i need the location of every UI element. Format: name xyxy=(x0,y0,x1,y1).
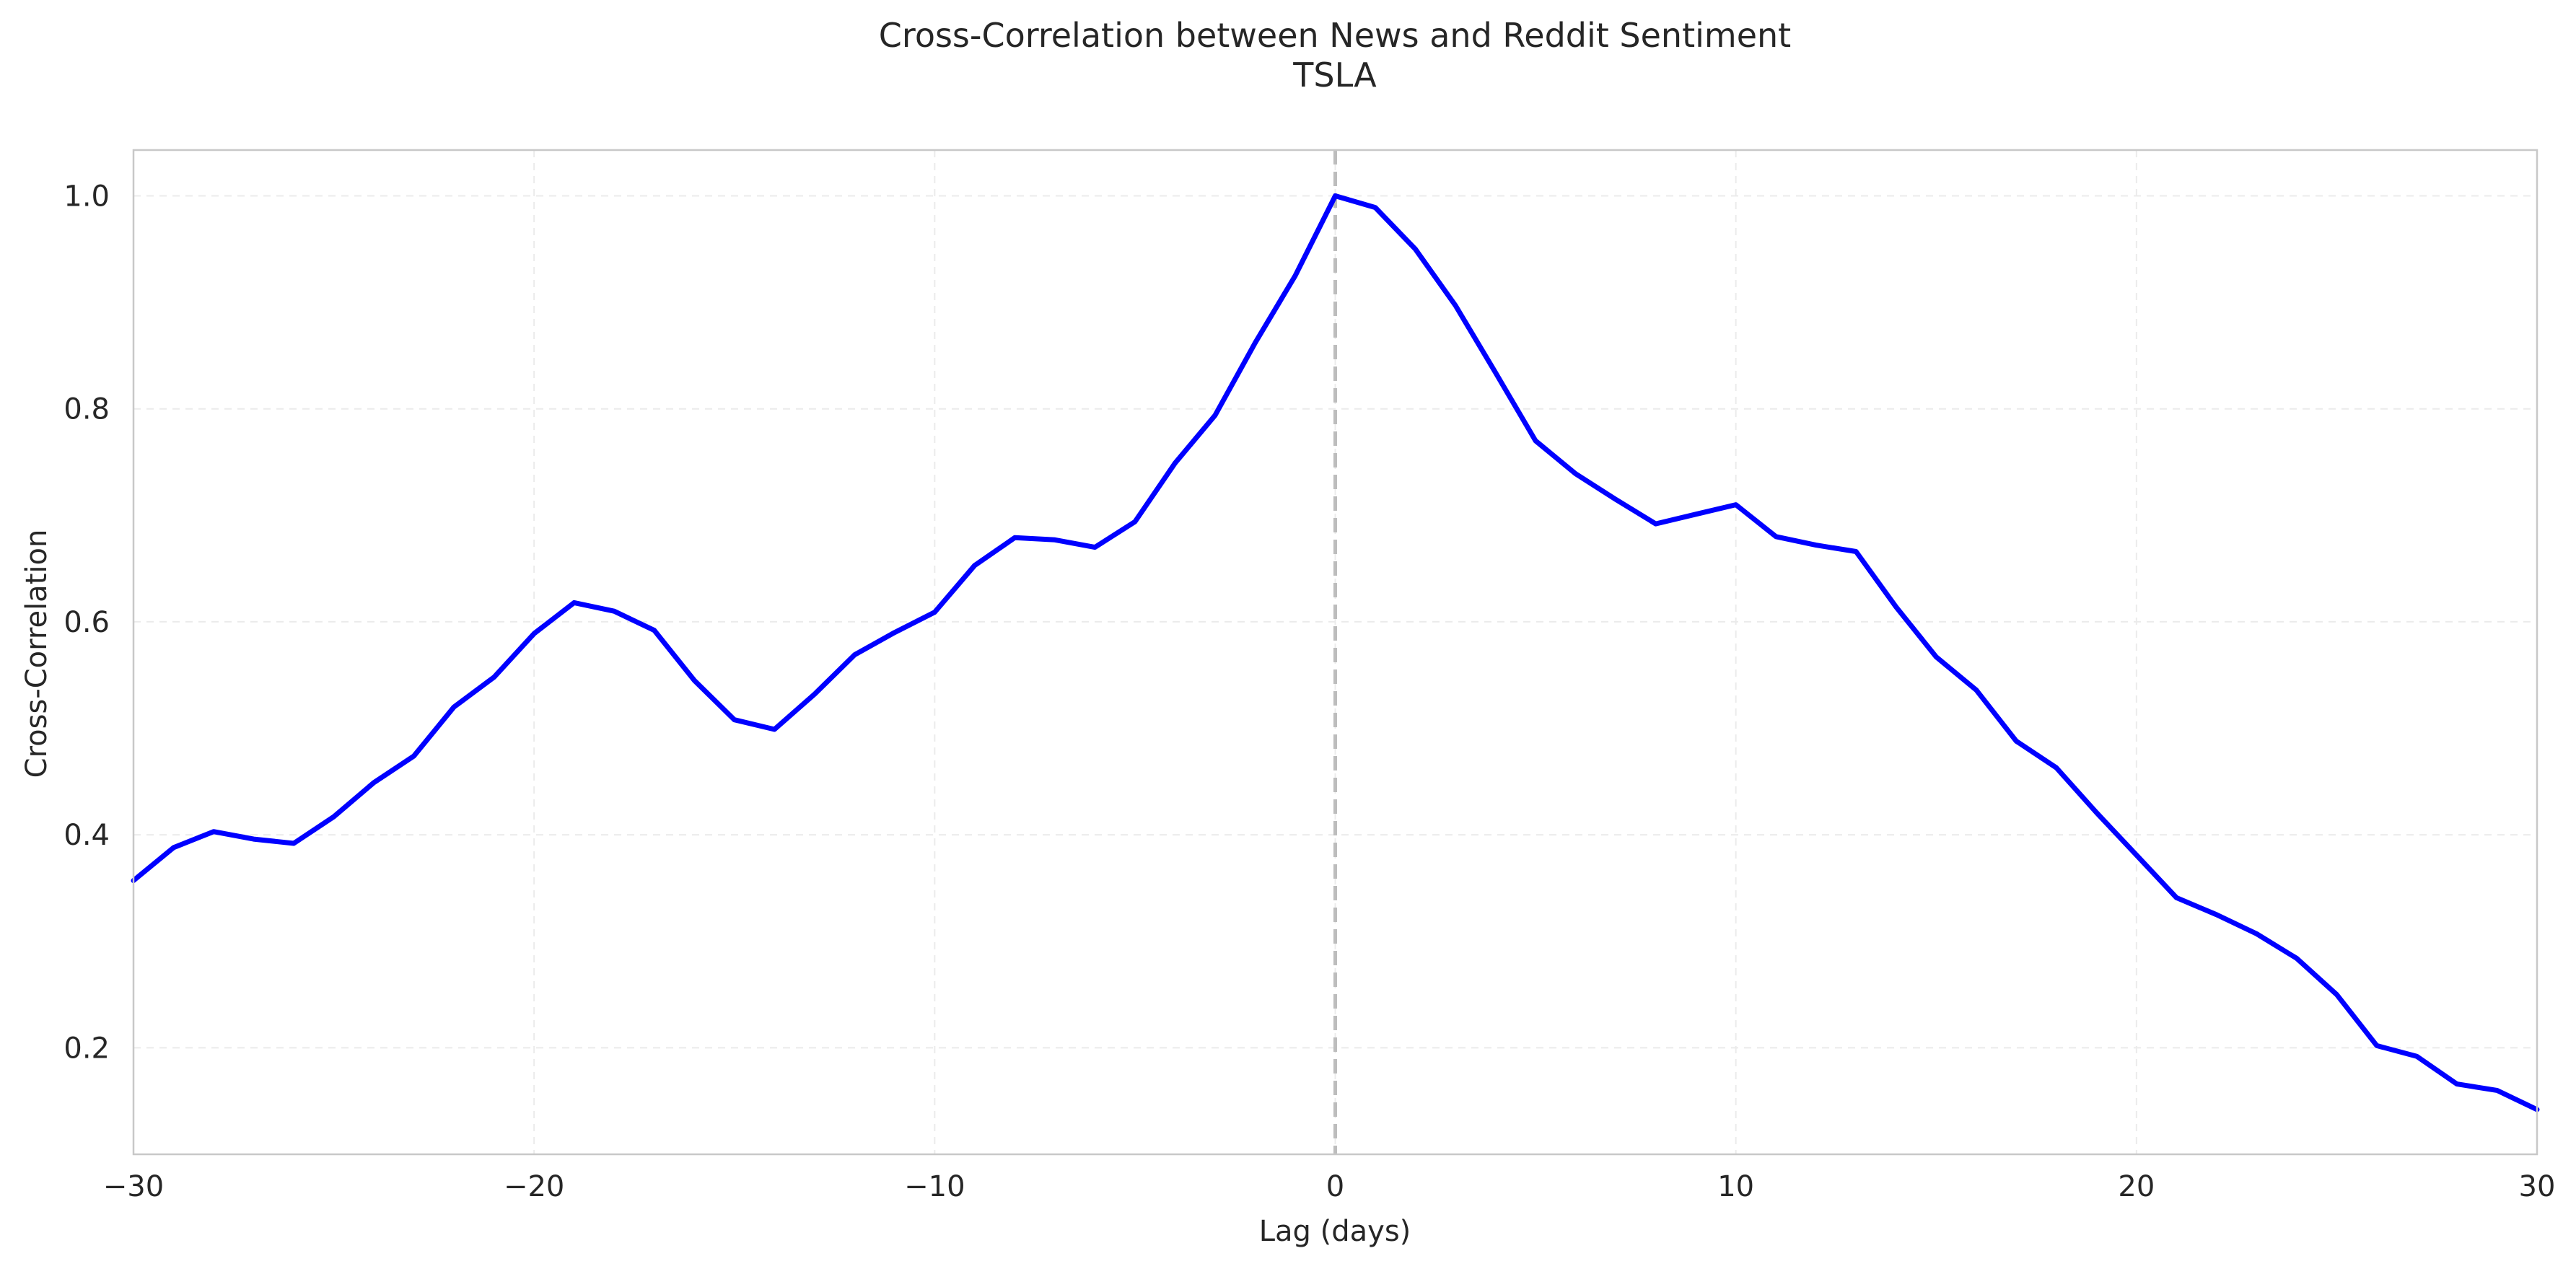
series-layer xyxy=(131,193,2540,1112)
x-tick-label: 20 xyxy=(2118,1170,2155,1203)
y-tick-labels: 0.2 0.4 0.6 0.8 1.0 xyxy=(63,180,110,1065)
x-tick-label: 10 xyxy=(1717,1170,1754,1203)
x-tick-label: −20 xyxy=(504,1170,564,1203)
series-line xyxy=(131,193,2540,1112)
y-tick-label: 0.6 xyxy=(63,606,110,639)
x-tick-label: 0 xyxy=(1326,1170,1344,1203)
chart-subtitle: TSLA xyxy=(1292,56,1377,95)
y-tick-label: 0.8 xyxy=(63,393,110,426)
plot-frame xyxy=(132,149,2538,1156)
x-tick-label: −30 xyxy=(103,1170,164,1203)
x-tick-label: −10 xyxy=(904,1170,965,1203)
y-tick-label: 1.0 xyxy=(63,180,110,213)
x-axis-label: Lag (days) xyxy=(1259,1215,1411,1248)
chart-title: Cross-Correlation between News and Reddi… xyxy=(879,16,1791,55)
x-tick-label: 30 xyxy=(2519,1170,2556,1203)
x-tick-labels: −30 −20 −10 0 10 20 30 xyxy=(103,1170,2556,1203)
y-axis-label: Cross-Correlation xyxy=(20,530,53,778)
y-tick-label: 0.4 xyxy=(63,819,110,852)
y-tick-label: 0.2 xyxy=(63,1032,110,1065)
